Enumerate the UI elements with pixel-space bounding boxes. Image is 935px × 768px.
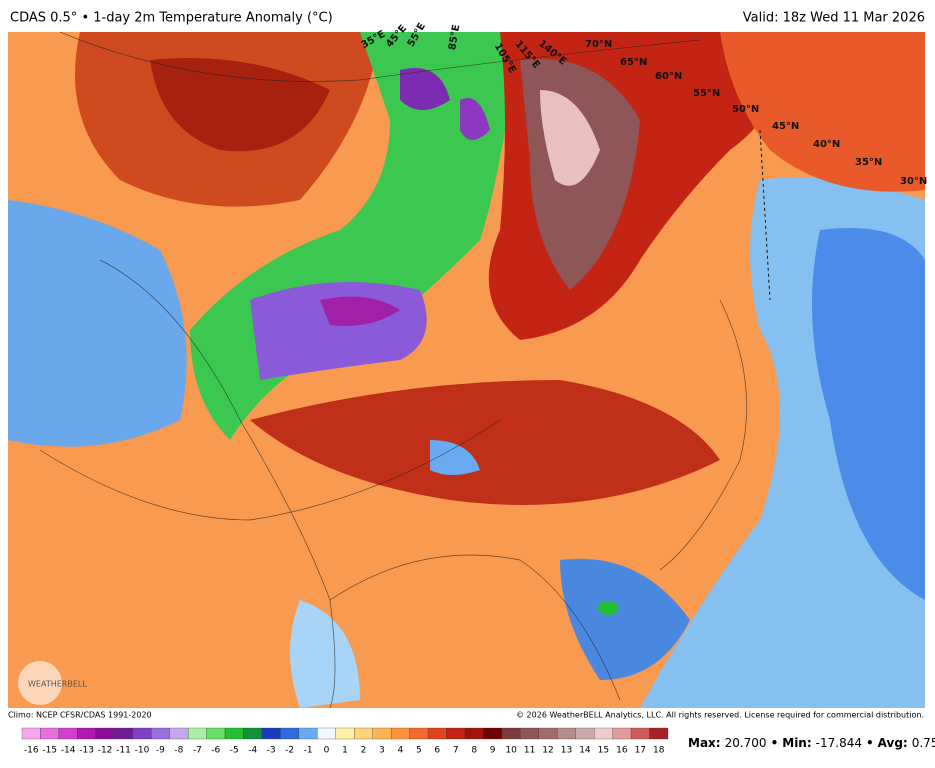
- colorbar-cell: [317, 727, 336, 740]
- colorbar-cell: [132, 727, 152, 740]
- colorbar-label: -2: [285, 746, 294, 756]
- colorbar-label: 0: [324, 746, 330, 756]
- copyright: © 2026 WeatherBELL Analytics, LLC. All r…: [516, 711, 924, 720]
- colorbar-label: -13: [79, 746, 94, 756]
- colorbar-label: 5: [416, 746, 422, 756]
- colorbar-cell: [427, 727, 447, 740]
- colorbar-label: -14: [61, 746, 76, 756]
- colorbar-label: -6: [211, 746, 220, 756]
- stats-separator: •: [771, 736, 779, 750]
- colorbar-label: 8: [471, 746, 477, 756]
- lat-label: 55°N: [693, 88, 720, 99]
- colorbar-cell: [649, 727, 669, 740]
- colorbar-cell: [354, 727, 373, 740]
- colorbar-label: -8: [174, 746, 183, 756]
- colorbar-label: 18: [653, 746, 665, 756]
- colorbar-label: 4: [398, 746, 404, 756]
- colorbar-label: -12: [98, 746, 113, 756]
- colorbar-label: 17: [635, 746, 646, 756]
- colorbar-cell: [21, 727, 41, 740]
- colorbar-cell: [335, 727, 355, 740]
- colorbar-cell: [446, 727, 466, 740]
- colorbar-cell: [409, 727, 429, 740]
- stats-label: Avg:: [878, 736, 908, 750]
- colorbar-cell: [280, 727, 300, 740]
- colorbar-label: 11: [524, 746, 535, 756]
- colorbar-cell: [483, 727, 503, 740]
- colorbar-label: -1: [304, 746, 313, 756]
- colorbar-cell: [520, 727, 539, 740]
- stats: Max:20.700•Min:-17.844•Avg:0.756: [688, 736, 935, 750]
- colorbar-cell: [58, 727, 78, 740]
- lat-label: 45°N: [772, 121, 799, 132]
- valid-time: Valid: 18z Wed 11 Mar 2026: [743, 11, 925, 26]
- colorbar-label: 10: [505, 746, 517, 756]
- colorbar-label: 16: [616, 746, 628, 756]
- colorbar-cell: [538, 727, 558, 740]
- lon-label: 70°N: [585, 39, 612, 50]
- colorbar-cell: [243, 727, 263, 740]
- colorbar-label: -7: [193, 746, 202, 756]
- stats-separator: •: [866, 736, 874, 750]
- lat-label: 30°N: [900, 176, 927, 187]
- colorbar-cell: [95, 727, 115, 740]
- colorbar-label: 1: [342, 746, 348, 756]
- colorbar-label: 15: [598, 746, 609, 756]
- colorbar-label: 7: [453, 746, 459, 756]
- colorbar-cell: [464, 727, 484, 740]
- map: 65°N 60°N 55°N 50°N 45°N 40°N 35°N 30°N …: [8, 21, 927, 708]
- colorbar-cell: [114, 727, 133, 740]
- colorbar-label: 3: [379, 746, 385, 756]
- colorbar-label: 6: [434, 746, 440, 756]
- colorbar-label: 14: [579, 746, 591, 756]
- colorbar-label: 13: [561, 746, 572, 756]
- colorbar-cell: [206, 727, 226, 740]
- logo: WEATHERBELL: [28, 680, 87, 689]
- colorbar-cell: [501, 727, 521, 740]
- colorbar-label: -16: [24, 746, 39, 756]
- colorbar: -16 -15 -14 -13 -12 -11 -10 -9 -8 -7 -6 -5 -4 -3 -2 -1 0…: [21, 727, 669, 756]
- stats-value: 20.700: [725, 736, 767, 750]
- stats-value: 0.756: [912, 736, 935, 750]
- lat-label: 60°N: [655, 71, 682, 82]
- colorbar-cell: [187, 727, 207, 740]
- colorbar-cell: [594, 727, 613, 740]
- colorbar-label: -9: [156, 746, 165, 756]
- climo: Climo: NCEP CFSR/CDAS 1991-2020: [8, 711, 152, 720]
- colorbar-cell: [151, 727, 170, 740]
- colorbar-label: -10: [135, 746, 150, 756]
- title: CDAS 0.5° • 1-day 2m Temperature Anomaly…: [10, 11, 333, 26]
- colorbar-cell: [630, 727, 650, 740]
- colorbar-cell: [169, 727, 189, 740]
- stats-label: Max:: [688, 736, 721, 750]
- colorbar-label: -15: [42, 746, 57, 756]
- colorbar-label: -3: [267, 746, 276, 756]
- colorbar-label: 12: [542, 746, 553, 756]
- colorbar-label: 9: [490, 746, 496, 756]
- colorbar-label: -11: [116, 746, 131, 756]
- colorbar-cell: [390, 727, 410, 740]
- colorbar-cell: [575, 727, 595, 740]
- lon-label: 85°E: [447, 24, 462, 51]
- colorbar-cell: [298, 727, 318, 740]
- stats-label: Min:: [782, 736, 811, 750]
- colorbar-label: -4: [248, 746, 257, 756]
- colorbar-cell: [372, 727, 392, 740]
- stats-value: -17.844: [816, 736, 862, 750]
- colorbar-cell: [77, 727, 96, 740]
- colorbar-cell: [557, 727, 576, 740]
- lat-label: 65°N: [620, 57, 647, 68]
- colorbar-cell: [261, 727, 281, 740]
- logo-mark: [18, 661, 62, 705]
- colorbar-label: 2: [361, 746, 367, 756]
- lat-label: 50°N: [732, 104, 759, 115]
- colorbar-cell: [612, 727, 632, 740]
- colorbar-label: -5: [230, 746, 239, 756]
- colorbar-cell: [224, 727, 244, 740]
- lat-label: 35°N: [855, 157, 882, 168]
- colorbar-cell: [40, 727, 60, 740]
- lat-label: 40°N: [813, 139, 840, 150]
